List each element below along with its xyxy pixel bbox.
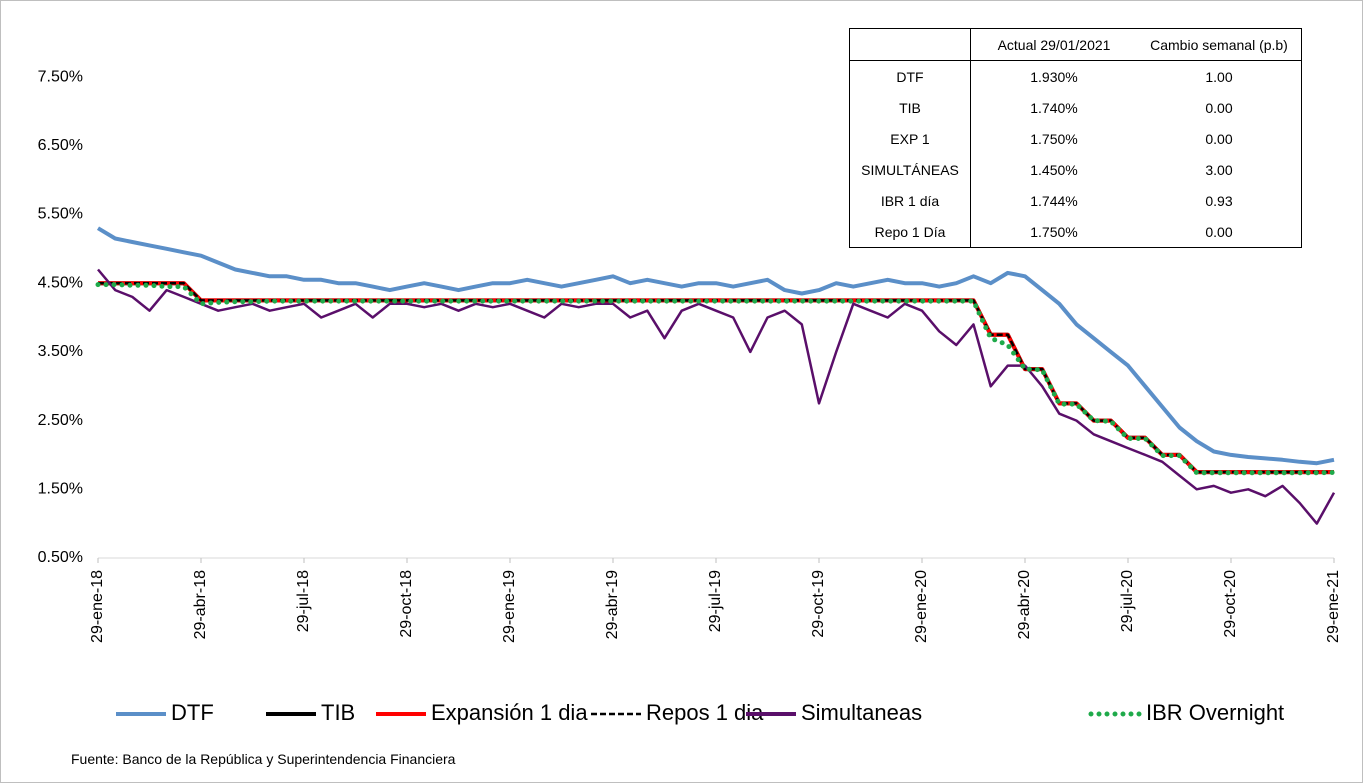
header-cell: Cambio semanal (p.b) — [1137, 28, 1302, 61]
series-line — [97, 268, 1336, 525]
table-cell: IBR 1 día — [849, 185, 971, 216]
table-cell: 3.00 — [1205, 161, 1233, 178]
table-row: Repo 1 Día 1.750% 0.00 — [849, 216, 1302, 248]
table-cell: 0.00 — [1205, 223, 1233, 240]
legend-label: Repos 1 dia — [646, 700, 764, 725]
table-cell: TIB — [849, 92, 971, 123]
legend-label: Simultaneas — [801, 700, 922, 725]
y-tick-label: 7.50% — [38, 68, 83, 85]
table-cell: Repo 1 Día — [849, 216, 971, 248]
table-row: DTF 1.930% 1.00 — [849, 60, 1302, 92]
table-row: TIB 1.740% 0.00 — [849, 92, 1302, 123]
table-cell: 1.740% — [1030, 99, 1078, 116]
table-cell: DTF — [849, 60, 971, 92]
x-tick-label: 29-oct-19 — [810, 570, 827, 638]
y-tick-label: 3.50% — [38, 343, 83, 360]
x-tick-label: 29-jul-18 — [295, 570, 312, 632]
table-cell: 1.750% — [1030, 223, 1078, 240]
table-cell: EXP 1 — [849, 123, 971, 154]
table-row: SIMULTÁNEAS 1.450% 3.00 — [849, 154, 1302, 185]
x-tick-label: 29-ene-21 — [1325, 570, 1342, 643]
y-tick-label: 0.50% — [38, 549, 83, 566]
x-tick-label: 29-oct-20 — [1222, 570, 1239, 638]
y-tick-label: 4.50% — [38, 274, 83, 291]
y-tick-label: 2.50% — [38, 412, 83, 429]
table-cell: 1.744% — [1030, 192, 1078, 209]
table-row: EXP 1 1.750% 0.00 — [849, 123, 1302, 154]
legend-label: TIB — [321, 700, 355, 725]
x-tick-label: 29-jul-19 — [707, 570, 724, 632]
source-note: Fuente: Banco de la República y Superint… — [71, 751, 456, 767]
y-tick-label: 6.50% — [38, 137, 83, 154]
table-cell: 0.00 — [1205, 130, 1233, 147]
x-tick-label: 29-ene-19 — [501, 570, 518, 643]
legend-label: IBR Overnight — [1146, 700, 1284, 725]
table-cell: 1.450% — [1030, 161, 1078, 178]
x-tick-label: 29-oct-18 — [398, 570, 415, 638]
x-tick-label: 29-abr-18 — [192, 570, 209, 639]
table-cell: SIMULTÁNEAS — [849, 154, 971, 185]
table-cell: 0.00 — [1205, 99, 1233, 116]
x-tick-label: 29-abr-19 — [604, 570, 621, 639]
legend-label: DTF — [171, 700, 214, 725]
table-cell: 1.750% — [1030, 130, 1078, 147]
y-tick-label: 1.50% — [38, 481, 83, 498]
legend-label: Expansión 1 dia — [431, 700, 588, 725]
x-tick-label: 29-jul-20 — [1119, 570, 1136, 632]
x-tick-label: 29-ene-18 — [89, 570, 106, 643]
x-tick-label: 29-ene-20 — [913, 570, 930, 643]
summary-table: Actual 29/01/2021 Cambio semanal (p.b) D… — [849, 28, 1302, 248]
series-line — [95, 282, 1337, 476]
table-cell: 1.930% — [1030, 68, 1078, 85]
table-cell: 0.93 — [1205, 192, 1233, 209]
table-cell: 1.00 — [1205, 68, 1233, 85]
table-header: Actual 29/01/2021 Cambio semanal (p.b) — [849, 28, 1302, 61]
table-row: IBR 1 día 1.744% 0.93 — [849, 185, 1302, 216]
y-tick-label: 5.50% — [38, 206, 83, 223]
x-tick-label: 29-abr-20 — [1016, 570, 1033, 639]
header-cell — [849, 28, 971, 61]
header-cell: Actual 29/01/2021 — [970, 28, 1137, 61]
series-line — [96, 226, 1335, 466]
